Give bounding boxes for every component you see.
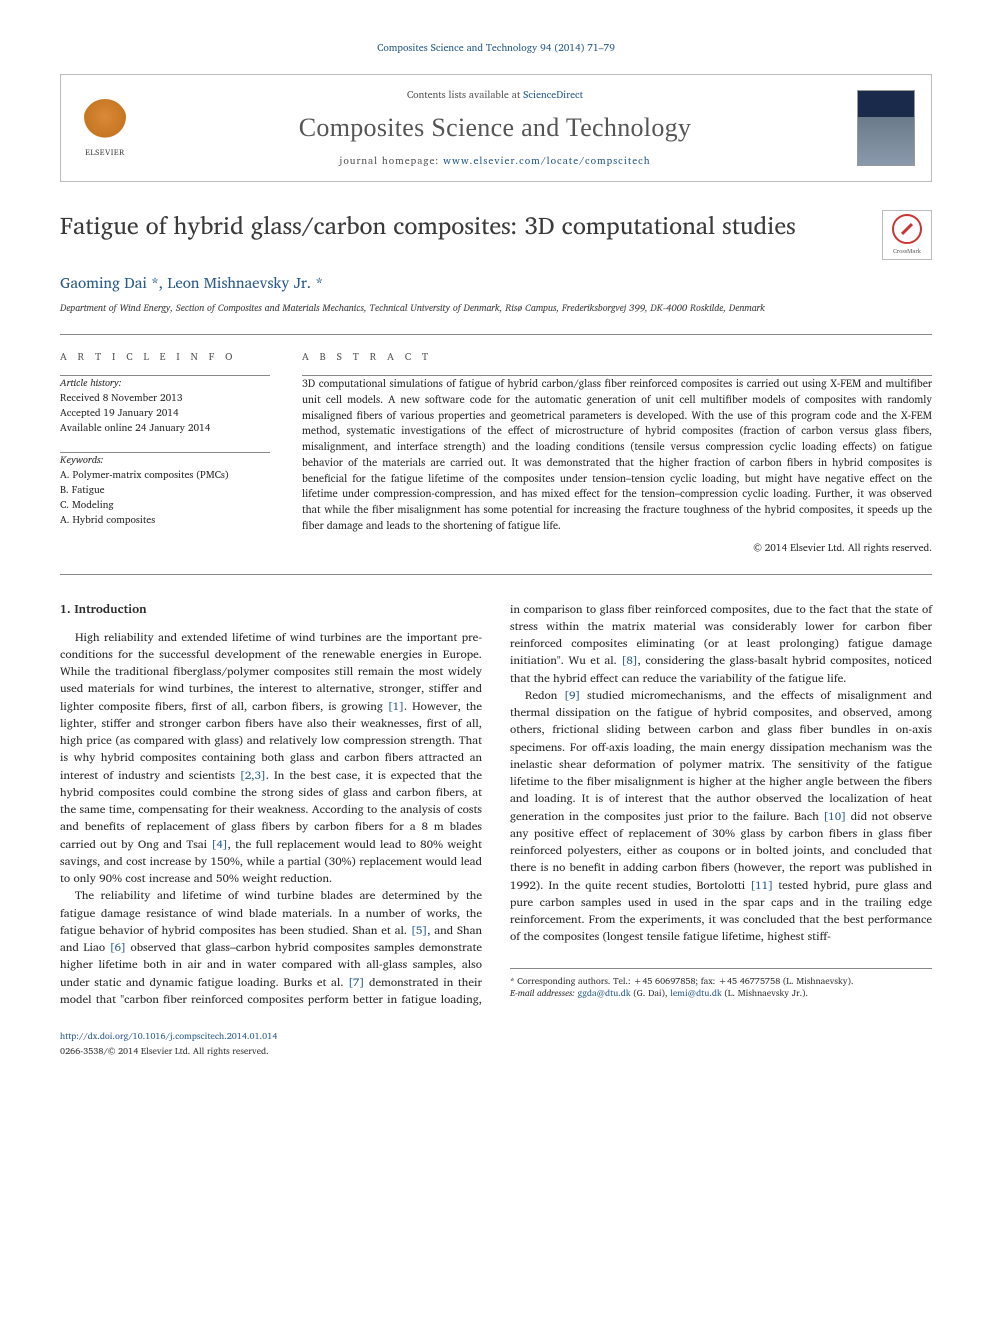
ref-link[interactable]: [1] [388, 697, 404, 716]
crossmark-icon [892, 214, 922, 244]
contents-line: Contents lists available at ScienceDirec… [147, 87, 843, 103]
crossmark-badge[interactable]: CrossMark [882, 210, 932, 260]
date-received: Received 8 November 2013 [60, 391, 270, 406]
keyword: A. Polymer-matrix composites (PMCs) [60, 468, 270, 483]
crossmark-label: CrossMark [893, 246, 921, 256]
ref-link[interactable]: [11] [750, 876, 773, 895]
homepage-prefix: journal homepage: [339, 153, 443, 169]
journal-name: Composites Science and Technology [147, 113, 843, 143]
article-info-label: A R T I C L E I N F O [60, 349, 270, 365]
keyword: B. Fatigue [60, 483, 270, 498]
abstract-label: A B S T R A C T [302, 349, 932, 365]
ref-link[interactable]: [5] [411, 921, 427, 940]
email-who: (L. Mishnaevsky Jr.). [722, 985, 808, 1000]
abstract-copyright: © 2014 Elsevier Ltd. All rights reserved… [302, 540, 932, 556]
email-who: (G. Dai), [631, 985, 671, 1000]
issn-copyright: 0266-3538/© 2014 Elsevier Ltd. All right… [60, 1043, 932, 1058]
email-link[interactable]: lemi@dtu.dk [670, 985, 722, 1000]
body-span: Redon [525, 686, 564, 705]
ref-link[interactable]: [2,3] [240, 766, 266, 785]
keyword: A. Hybrid composites [60, 513, 270, 528]
body-span: studied micromechanisms, and the effects… [510, 686, 932, 826]
keywords-head: Keywords: [60, 453, 270, 468]
date-accepted: Accepted 19 January 2014 [60, 406, 270, 421]
running-header: Composites Science and Technology 94 (20… [60, 40, 932, 56]
abstract-text: 3D computational simulations of fatigue … [302, 376, 932, 534]
ref-link[interactable]: [7] [348, 973, 364, 992]
author-link[interactable]: Gaoming Dai *, Leon Mishnaevsky Jr. * [60, 270, 323, 295]
journal-masthead: ELSEVIER Contents lists available at Sci… [60, 74, 932, 182]
date-online: Available online 24 January 2014 [60, 421, 270, 436]
elsevier-tree-icon [83, 99, 127, 143]
homepage-link[interactable]: www.elsevier.com/locate/compscitech [443, 153, 650, 169]
divider [60, 574, 932, 575]
journal-homepage: journal homepage: www.elsevier.com/locat… [147, 153, 843, 169]
elsevier-logo: ELSEVIER [77, 97, 133, 159]
sciencedirect-link[interactable]: ScienceDirect [523, 87, 583, 103]
journal-cover-icon [857, 90, 915, 166]
emails-label: E-mail addresses: [510, 985, 577, 1000]
abstract: A B S T R A C T 3D computational simulat… [302, 349, 932, 556]
ref-link[interactable]: [4] [211, 835, 227, 854]
email-link[interactable]: ggda@dtu.dk [577, 985, 630, 1000]
ref-link[interactable]: [6] [110, 938, 126, 957]
affiliation: Department of Wind Energy, Section of Co… [60, 301, 932, 316]
body-text: 1. Introduction High reliability and ext… [60, 601, 932, 1009]
keyword: C. Modeling [60, 498, 270, 513]
ref-link[interactable]: [10] [823, 807, 846, 826]
contents-prefix: Contents lists available at [407, 87, 523, 103]
doi-link[interactable]: http://dx.doi.org/10.1016/j.compscitech.… [60, 1028, 277, 1043]
ref-link[interactable]: [9] [564, 686, 580, 705]
history-head: Article history: [60, 376, 270, 391]
publisher-name: ELSEVIER [85, 145, 125, 159]
ref-link[interactable]: [8] [621, 651, 637, 670]
section-heading: 1. Introduction [60, 601, 482, 619]
article-title: Fatigue of hybrid glass/carbon composite… [60, 210, 796, 241]
authors: Gaoming Dai *, Leon Mishnaevsky Jr. * [60, 270, 932, 295]
footnotes: * Corresponding authors. Tel.: +45 60697… [510, 968, 932, 1000]
page-footer: http://dx.doi.org/10.1016/j.compscitech.… [60, 1028, 932, 1058]
article-info: A R T I C L E I N F O Article history: R… [60, 349, 270, 556]
